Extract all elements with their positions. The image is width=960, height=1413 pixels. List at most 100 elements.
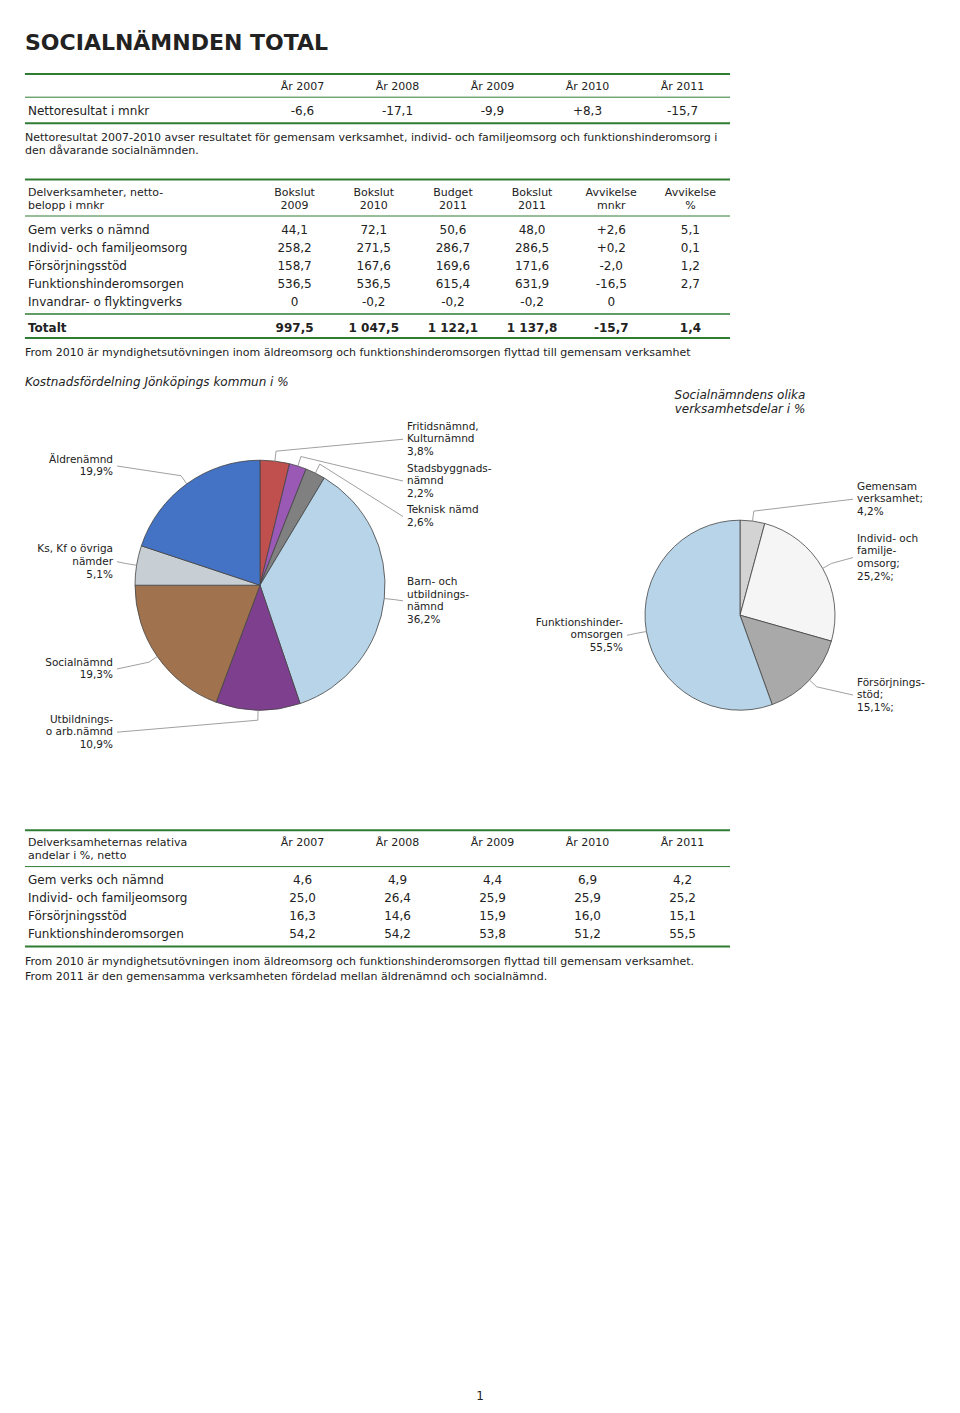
rule [25,122,730,124]
slice-label: Fritidsnämnd,Kulturnämnd [407,420,479,445]
cell: 16,0 [574,909,601,923]
text-line: Nettoresultat i mnkr [28,104,149,118]
row-label: Individ- och familjeomsorg [28,891,187,905]
cell: 1,2 [681,259,700,273]
leader-line [627,632,646,636]
data-label: 25,2%; [857,570,894,582]
cell: 0 [291,295,299,309]
column-header: Bokslut2011 [512,186,553,212]
cell: 286,7 [436,241,470,255]
text-line: Försörjnings- [857,676,925,688]
cell: 55,5 [669,927,696,941]
text-line: 44,1 [281,223,308,237]
text-line: -6,6 [291,104,314,118]
text-line: 15,1%; [857,701,894,713]
pie-chart: Kostnadsfördelning Jönköpings kommun i %… [25,375,492,750]
text-line: Individ- och familjeomsorg [28,891,187,905]
rule [25,179,730,181]
slice-label: Ks, Kf o övriganämder [37,542,113,567]
text-line: -9,9 [481,104,504,118]
text-line: 1 122,1 [428,321,478,335]
cell: 72,1 [360,223,387,237]
text-line: From 2010 är myndighetsutövningen inom ä… [25,346,691,359]
slice-label: Gemensamverksamhet; [857,480,923,505]
cell: 5,1 [681,223,700,237]
cell: -9,9 [481,104,504,118]
text-line: 25,0 [289,891,316,905]
data-label: 19,9% [80,465,113,477]
text-line: Individ- och familjeomsorg [28,241,187,255]
text-line: 536,5 [277,277,311,291]
text-line: 10,9% [80,738,113,750]
cell: 0,1 [681,241,700,255]
text-line: SOCIALNÄMNDEN TOTAL [25,30,328,55]
text-line: År 2008 [376,836,420,849]
cell: 258,2 [277,241,311,255]
leader-line [117,710,258,732]
title: SOCIALNÄMNDEN TOTAL [25,30,328,55]
data-label: 3,8% [407,445,434,457]
leader-line [117,656,157,669]
text-line: Budget [433,186,473,199]
text-line: Utbildnings- [50,713,113,725]
rule [25,73,730,75]
text-line: nämnd [407,600,444,612]
table: SOCIALNÄMNDEN TOTALÅr 2007År 2008År 2009… [25,30,730,158]
row-label: Försörjningsstöd [28,909,127,923]
text-line: Gem verks o nämnd [28,223,150,237]
column-header: Budget2011 [433,186,473,212]
text-line: 48,0 [519,223,546,237]
cell: +8,3 [573,104,602,118]
note: Nettoresultat 2007-2010 avser resultatet… [25,131,717,157]
cell: 2,7 [681,277,700,291]
text-line: Kulturnämnd [407,432,474,444]
text-line: 72,1 [360,223,387,237]
column-header: År 2008 [376,80,420,93]
text-line: 36,2% [407,613,440,625]
table: Delverksamheternas relativaandelar i %, … [25,830,730,1403]
cell: -0,2 [441,295,464,309]
page: SOCIALNÄMNDEN TOTALÅr 2007År 2008År 2009… [0,0,960,1413]
text-line: 4,9 [388,873,407,887]
row-label: Gem verks och nämnd [28,873,164,887]
text-line: Barn- och [407,575,457,587]
column-header: År 2010 [566,836,610,849]
row-label: Individ- och familjeomsorg [28,241,187,255]
text-line: 15,9 [479,909,506,923]
text-line: stöd; [857,688,883,700]
text-line: From 2010 är myndighetsutövningen inom ä… [25,955,694,968]
row-label: Invandrar- o flyktingverks [28,295,182,309]
text-line: 5,1 [681,223,700,237]
row-label: Gem verks o nämnd [28,223,150,237]
total-cell: 1 122,1 [428,321,478,335]
text-line: Ks, Kf o övriga [37,542,113,554]
cell: 15,1 [669,909,696,923]
text-line: 0,1 [681,241,700,255]
leader-line [117,466,187,484]
cell: 286,5 [515,241,549,255]
column-header: År 2009 [471,80,515,93]
pie-slice [141,460,260,585]
text-line: Socialnämndens olika [675,388,806,402]
text-line: 5,1% [86,567,113,579]
text-line: 4,6 [293,873,312,887]
rule [25,337,730,339]
cell: 26,4 [384,891,411,905]
text-line: 2,6% [407,516,434,528]
text-line: Avvikelse [665,186,716,199]
total-label: Totalt [28,321,67,335]
text-line: 25,2%; [857,570,894,582]
text-line: 25,9 [574,891,601,905]
text-line: 15,1 [669,909,696,923]
text-line: 51,2 [574,927,601,941]
column-header: År 2010 [566,80,610,93]
total-cell: 997,5 [276,321,314,335]
text-line: Äldrenämnd [49,453,113,465]
text-line: 0 [291,295,299,309]
text-line: Försörjningsstöd [28,909,127,923]
cell: 4,9 [388,873,407,887]
text-line: den dåvarande socialnämnden. [25,144,199,157]
column-header: Avvikelsemnkr [586,186,637,212]
text-line: Bokslut [512,186,553,199]
text-line: År 2010 [566,80,610,93]
